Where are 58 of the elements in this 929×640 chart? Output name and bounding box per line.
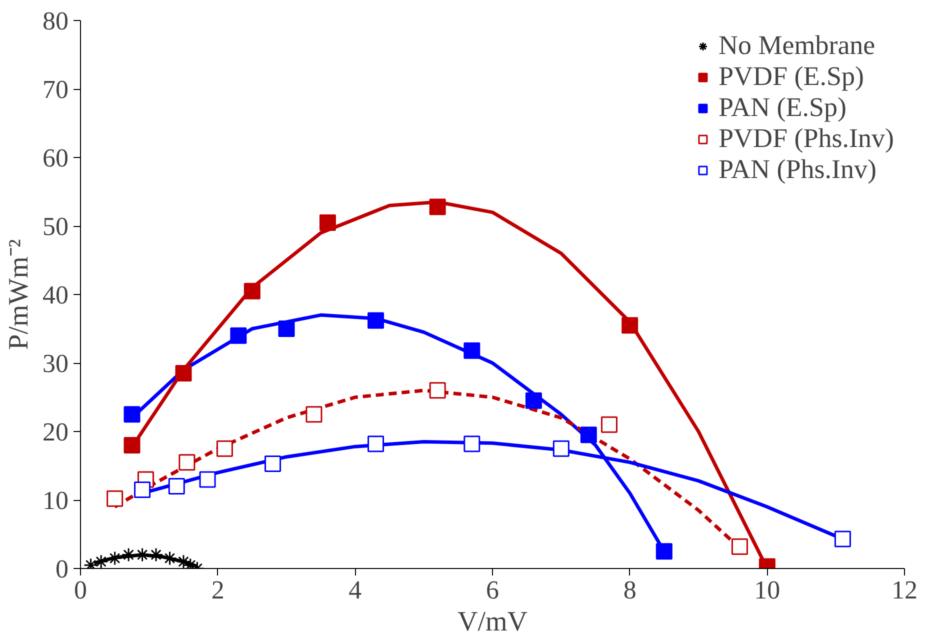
point [94,554,108,568]
point [108,550,122,566]
point [278,320,295,337]
y-tick-label: 60 [42,144,68,172]
point [552,440,570,457]
point [230,327,247,344]
point [464,342,480,359]
x-axis-title: V/mV [458,606,528,638]
point [368,312,384,329]
point [175,365,192,382]
legend-label: PAN (E.Sp) [718,92,846,123]
point [124,406,140,423]
point [216,440,233,457]
point [148,548,164,562]
point [600,416,618,433]
point [622,317,638,334]
point [106,490,124,507]
y-tick-label: 50 [42,212,68,241]
point [580,426,597,444]
x-tick-label: 10 [754,576,780,604]
x-tick-label: 0 [74,576,87,604]
point [525,392,542,409]
point [199,471,216,488]
point [429,198,446,216]
x-tick-label: 6 [486,576,499,604]
x-tick-label: 2 [211,576,224,604]
y-axis-title: P/mWm⁻² [4,239,34,350]
point [121,548,136,562]
point [134,481,151,498]
point [124,436,140,454]
y-tick-label: 80 [42,6,68,36]
point [319,214,336,231]
point [731,538,748,555]
point [264,455,282,472]
point [834,530,851,548]
point [464,436,480,452]
point [244,282,260,300]
point [176,554,191,568]
legend-label: PVDF (E.Sp) [718,61,864,92]
point [168,478,185,495]
y-tick-label: 0 [56,554,68,584]
x-tick-label: 4 [348,576,362,604]
y-tick-label: 30 [42,349,68,378]
point [368,436,384,452]
point [656,543,672,560]
y-tick-label: 40 [42,280,68,310]
legend-label: PAN (Phs.Inv) [718,154,877,185]
y-tick-label: 20 [42,418,68,446]
legend-label: No Membrane [718,30,876,61]
y-tick-label: 10 [42,486,68,515]
point [178,454,196,471]
legend-label: PVDF (Phs.Inv) [718,123,894,154]
y-tick-label: 70 [42,75,68,104]
x-tick-label: 12 [892,576,918,604]
point [429,382,446,399]
point [162,550,178,566]
point [306,406,322,423]
x-tick-label: 8 [623,576,636,604]
